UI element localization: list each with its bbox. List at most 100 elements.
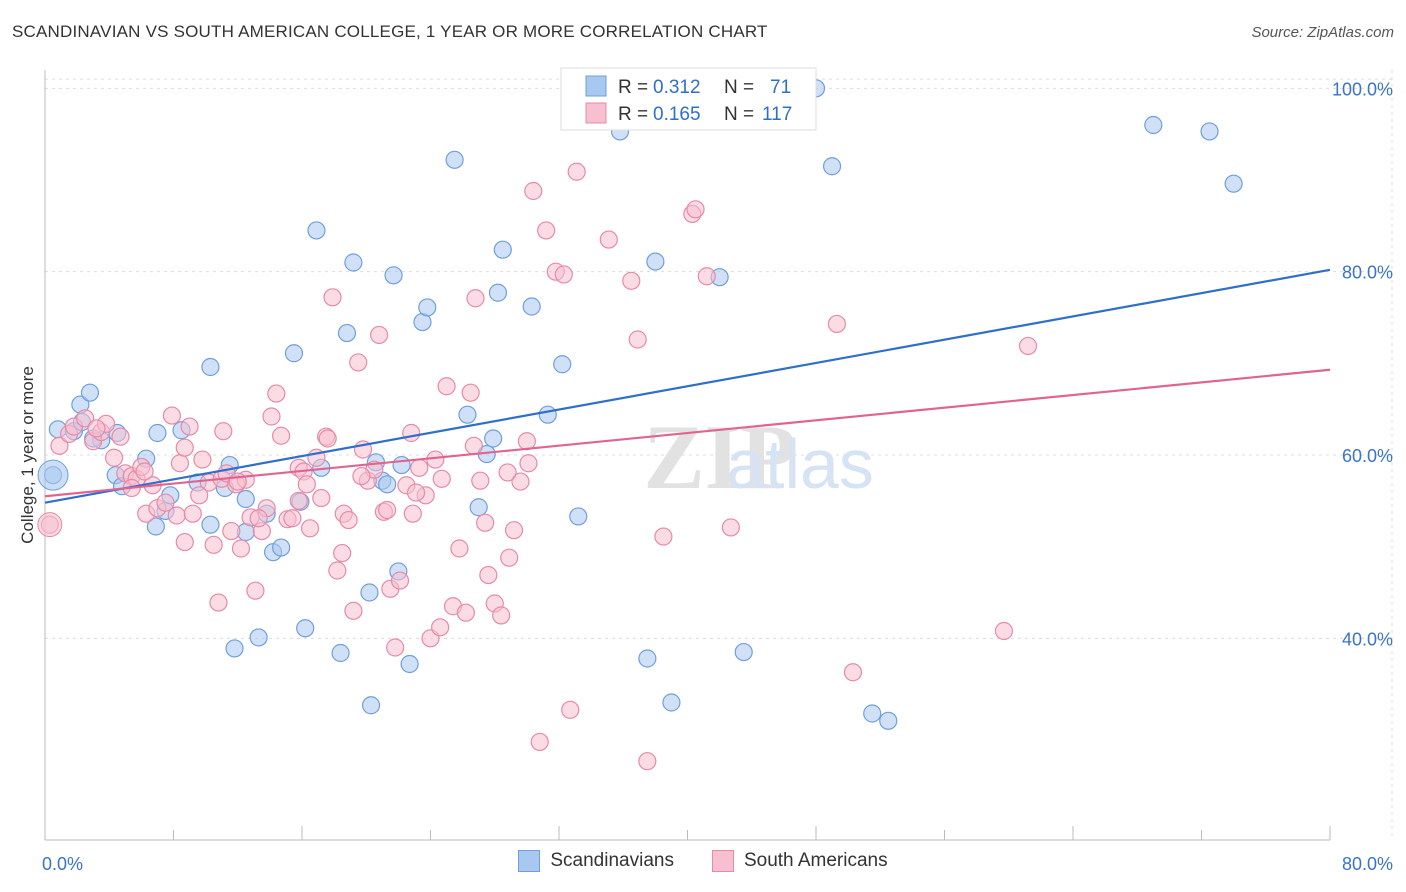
scandinavian-point bbox=[493, 240, 512, 259]
scandinavian-point bbox=[148, 423, 167, 443]
scandinavian-point bbox=[249, 628, 268, 647]
south-american-point bbox=[402, 423, 421, 443]
south-american-point bbox=[170, 454, 190, 473]
south-american-point bbox=[537, 221, 556, 240]
south-american-point bbox=[300, 519, 320, 538]
source-label: Source: ZipAtlas.com bbox=[1251, 24, 1394, 41]
south-american-point bbox=[352, 466, 371, 486]
south-american-point bbox=[461, 383, 480, 402]
south-american-point bbox=[272, 426, 291, 445]
south-american-point bbox=[524, 181, 543, 201]
scandinavian-point bbox=[360, 583, 379, 602]
scandinavian-point bbox=[1200, 122, 1219, 141]
scandinavian-point bbox=[337, 323, 357, 343]
south-american-point bbox=[599, 230, 618, 249]
south-american-point bbox=[156, 493, 175, 512]
scandinavian-point bbox=[488, 283, 508, 302]
south-american-point bbox=[349, 353, 368, 372]
watermark-zip: ZIP bbox=[643, 406, 796, 508]
south-american-point bbox=[432, 469, 451, 488]
scandinavian-point bbox=[879, 711, 898, 730]
south-american-point bbox=[994, 621, 1014, 641]
south-american-point bbox=[175, 532, 194, 552]
south-american-point bbox=[1018, 336, 1038, 356]
scandinavian-point bbox=[201, 515, 220, 534]
south-american-point bbox=[519, 454, 538, 473]
legend-r-value-2: 0.165 bbox=[653, 104, 701, 125]
scandinavian-point bbox=[646, 252, 665, 271]
scandinavian-point bbox=[445, 150, 464, 169]
legend-n-value-2: 117 bbox=[762, 104, 792, 125]
south-american-point bbox=[214, 422, 233, 441]
south-american-point bbox=[175, 438, 194, 457]
south-american-point bbox=[721, 518, 740, 537]
scandinavian-point bbox=[863, 704, 882, 723]
south-american-point bbox=[104, 448, 124, 467]
south-american-point bbox=[209, 593, 228, 612]
south-american-point bbox=[554, 265, 573, 284]
south-american-point bbox=[76, 409, 95, 428]
legend-n-label-2: N = bbox=[724, 104, 754, 125]
scandinavian-point bbox=[1224, 174, 1243, 193]
scandinavian-point bbox=[80, 383, 100, 402]
scandinavian-point bbox=[146, 517, 165, 536]
data-points bbox=[37, 79, 1243, 771]
south-american-point bbox=[697, 267, 716, 286]
x-tick-label: 0.0% bbox=[42, 854, 83, 874]
south-american-point bbox=[222, 521, 241, 541]
south-american-point bbox=[479, 565, 498, 585]
south-american-point bbox=[323, 288, 342, 307]
south-american-point bbox=[504, 521, 524, 540]
south-american-point bbox=[180, 417, 199, 436]
legend-swatch bbox=[518, 850, 541, 872]
legend-item-south-americans: South Americans bbox=[711, 850, 888, 872]
scandinavian-point bbox=[344, 253, 363, 272]
scandinavian-point bbox=[378, 475, 397, 494]
scandinavian-point bbox=[400, 654, 419, 674]
south-american-point bbox=[318, 429, 337, 448]
y-tick-label: 40.0% bbox=[1342, 629, 1393, 649]
south-american-point bbox=[193, 450, 212, 469]
south-american-point bbox=[403, 504, 422, 523]
south-american-point bbox=[437, 377, 456, 396]
south-american-point bbox=[464, 436, 483, 455]
scandinavian-point bbox=[734, 642, 753, 662]
x-tick-label: 80.0% bbox=[1342, 854, 1393, 874]
trend-lines bbox=[44, 268, 1331, 504]
legend-n-label-1: N = bbox=[724, 77, 754, 98]
south-american-point bbox=[827, 314, 846, 334]
south-american-point bbox=[390, 571, 410, 590]
south-american-point bbox=[344, 601, 363, 620]
axes bbox=[44, 70, 1331, 841]
y-axis-title: College, 1 year or more bbox=[18, 366, 37, 544]
south-american-point bbox=[843, 663, 863, 682]
south-american-point bbox=[50, 436, 69, 455]
scandinavian-point bbox=[484, 429, 503, 448]
south-american-point bbox=[654, 527, 673, 546]
scandinavian-point bbox=[307, 221, 326, 240]
south-american-point bbox=[431, 618, 450, 637]
south-american-point bbox=[190, 486, 209, 505]
south-american-point bbox=[312, 488, 331, 508]
scandinavian-point bbox=[1144, 115, 1163, 135]
scandinavian-point bbox=[331, 643, 350, 663]
south-american-point bbox=[450, 539, 469, 558]
south-american-point bbox=[339, 510, 358, 530]
south-american-point bbox=[426, 450, 445, 469]
y-axis-label: College, 1 year or more bbox=[18, 366, 37, 544]
scandinavian-point bbox=[392, 455, 411, 475]
legend-item-scandinavians: Scandinavians bbox=[518, 850, 674, 872]
south-american-point bbox=[492, 606, 511, 625]
south-american-point bbox=[530, 732, 549, 752]
scandinavian-trend-line bbox=[44, 268, 1331, 504]
legend-label-scandinavians: Scandinavians bbox=[550, 850, 674, 871]
scandinavian-point bbox=[284, 344, 304, 363]
south-american-point bbox=[328, 561, 347, 580]
scandinavian-point bbox=[458, 405, 477, 424]
scandinavian-point bbox=[662, 693, 681, 712]
scandinavian-point bbox=[418, 298, 437, 317]
chart-title: SCANDINAVIAN VS SOUTH AMERICAN COLLEGE, … bbox=[12, 22, 768, 41]
south-american-point bbox=[297, 475, 316, 494]
legend-r-label-1: R = bbox=[618, 77, 648, 98]
y-tick-label: 100.0% bbox=[1332, 79, 1393, 99]
